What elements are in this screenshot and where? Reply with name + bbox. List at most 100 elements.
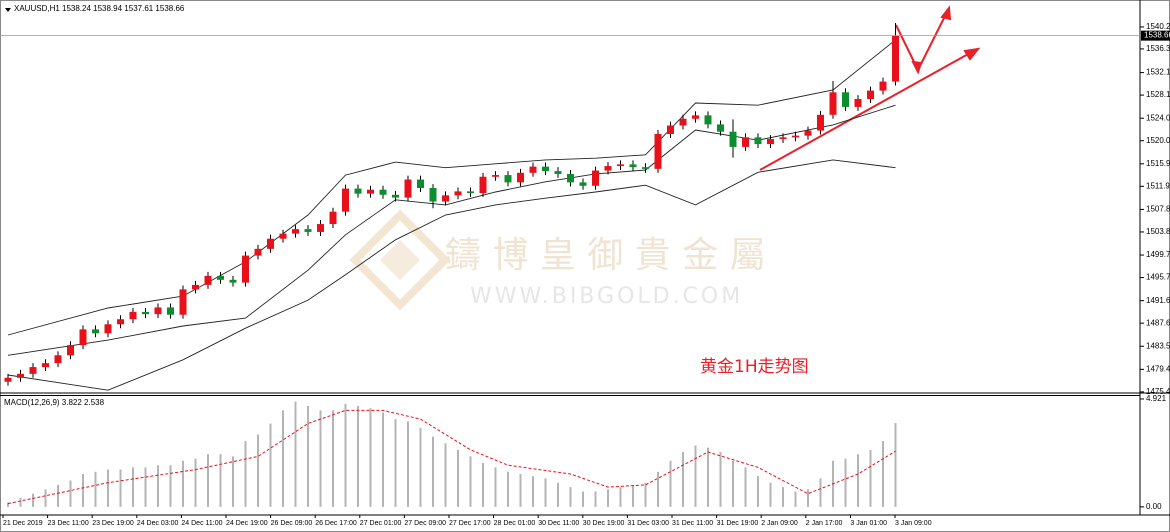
macd-bar	[244, 441, 247, 507]
macd-bar	[807, 489, 809, 507]
current-price-box	[1141, 30, 1170, 41]
y-tick-label: 1528.10	[1146, 90, 1170, 99]
candle-body	[367, 189, 374, 194]
y-tick-label: 1536.30	[1146, 44, 1170, 53]
candle-body	[242, 255, 249, 283]
candle-body	[642, 167, 649, 169]
x-tick-label: 23 Dec 19:00	[92, 520, 134, 527]
band-upper	[7, 39, 896, 336]
macd-bar	[82, 473, 84, 507]
macd-bar	[507, 471, 509, 507]
macd-bar	[182, 460, 184, 507]
macd-bar	[819, 478, 822, 507]
macd-bar	[782, 487, 784, 507]
watermark-logo	[349, 209, 451, 311]
macd-bar	[644, 482, 647, 507]
macd-bar	[569, 487, 572, 507]
candle-body	[54, 355, 62, 364]
candle-body	[667, 125, 674, 134]
macd-bar	[682, 452, 684, 507]
macd-bar	[594, 491, 597, 507]
arrow-head	[963, 47, 981, 61]
candle-body	[29, 367, 37, 374]
candle-body	[617, 164, 624, 167]
macd-bar	[469, 456, 472, 507]
candle-body	[154, 307, 162, 315]
annotation: 黄金1H走势图	[700, 357, 809, 377]
macd-bar	[132, 467, 134, 507]
header-icon	[5, 8, 11, 12]
candle-body	[842, 92, 849, 107]
macd-bar	[319, 410, 322, 507]
band-lower	[7, 159, 896, 391]
candle-body	[267, 238, 274, 249]
macd-bar	[232, 456, 234, 507]
macd-bar	[94, 471, 97, 507]
macd-bar	[257, 434, 259, 507]
x-tick-label: 27 Dec 17:00	[449, 520, 491, 527]
y-tick-label: 1503.80	[1146, 227, 1170, 236]
macd-bar	[344, 403, 347, 507]
x-tick-label: 24 Dec 11:00	[181, 520, 222, 527]
y-tick-label: 1515.90	[1146, 159, 1170, 168]
candle-body	[67, 345, 74, 356]
macd-bar	[482, 463, 484, 507]
candle-body	[229, 279, 237, 283]
macd-bar	[119, 469, 122, 507]
candle-body	[679, 118, 687, 126]
y-tick-label: 1483.50	[1146, 341, 1170, 350]
macd-bar	[869, 449, 872, 507]
candle-body	[867, 90, 874, 100]
macd-bar	[582, 491, 584, 507]
x-tick-label: 31 Dec 11:00	[672, 520, 713, 527]
x-tick-label: 26 Dec 17:00	[315, 520, 357, 527]
candle-body	[792, 135, 799, 138]
candle-body	[304, 229, 312, 232]
x-tick-label: 2 Jan 17:00	[806, 520, 843, 527]
x-tick-label: 30 Dec 19:00	[583, 520, 625, 527]
macd-bar	[44, 489, 47, 507]
macd-bar	[732, 460, 734, 507]
macd-bar	[519, 473, 522, 507]
candle-body	[467, 191, 474, 194]
drawings	[759, 5, 981, 171]
macd-bar	[7, 502, 9, 507]
candle-body	[754, 137, 762, 145]
x-tick-label: 24 Dec 03:00	[137, 520, 179, 527]
candle-body	[717, 124, 724, 132]
macd-bar	[744, 467, 747, 507]
candle-body	[517, 172, 524, 183]
candle-body	[217, 275, 224, 280]
candle-body	[329, 211, 337, 225]
y-tick-label: 4.921	[1146, 394, 1167, 403]
macd-bar	[444, 443, 447, 507]
macd-bar	[844, 458, 847, 507]
y-tick-label: 0.00	[1146, 502, 1162, 511]
x-tick-label: 31 Dec 19:00	[717, 520, 759, 527]
macd-bar	[57, 484, 59, 507]
macd-bar	[894, 423, 897, 507]
x-tick-label: 27 Dec 01:00	[360, 520, 402, 527]
x-tick-label: 31 Dec 03:00	[627, 520, 669, 527]
x-tick-label: 3 Jan 09:00	[895, 520, 932, 527]
candle-body	[117, 319, 124, 325]
macd-bar	[419, 427, 422, 507]
y-tick-label: 1479.40	[1146, 364, 1170, 373]
candle-body	[492, 175, 499, 177]
macd-bar	[307, 405, 309, 507]
candle-body	[179, 289, 187, 315]
watermark-url: WWW.BIBGOLD.COM	[470, 284, 743, 309]
macd-bar	[69, 480, 72, 507]
macd-bar	[369, 408, 372, 507]
candle-body	[42, 363, 49, 368]
x-tick-label: 3 Jan 01:00	[850, 520, 887, 527]
macd-bar	[207, 454, 209, 507]
candle-body	[417, 179, 424, 189]
candle-body	[79, 329, 87, 346]
macd-bar	[194, 458, 197, 507]
current-price-label: 1538.66	[1144, 31, 1170, 40]
candle-body	[479, 176, 487, 194]
candle-body	[317, 224, 324, 232]
